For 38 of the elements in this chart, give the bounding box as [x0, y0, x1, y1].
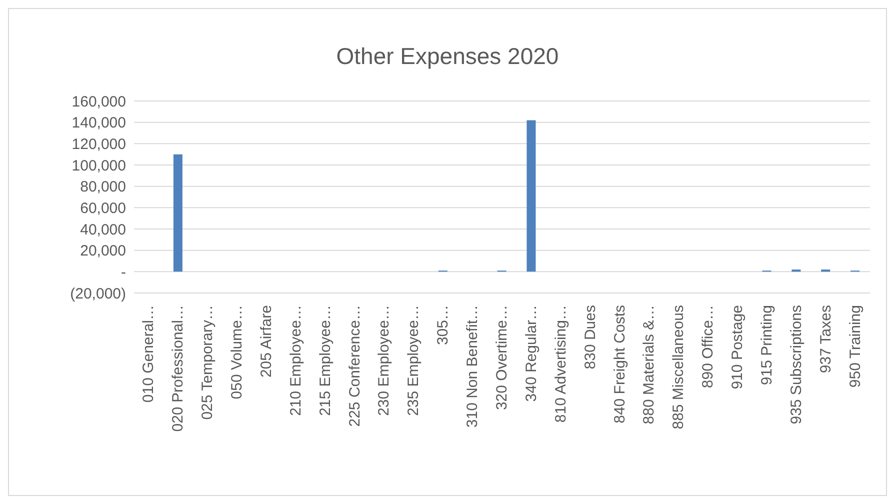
x-tick-label: 890 Office… [700, 305, 717, 388]
x-tick-label: 020 Professional… [170, 305, 187, 432]
y-tick-label: 40,000 [80, 221, 126, 238]
x-tick-label: 910 Postage [729, 305, 746, 390]
y-tick-label: 120,000 [72, 136, 126, 153]
x-tick-label: 937 Taxes [817, 305, 834, 374]
x-tick-label: 885 Miscellaneous [670, 305, 688, 430]
x-tick-label: 915 Printing [758, 305, 776, 386]
bar [173, 154, 182, 272]
x-tick-label: 235 Employee… [405, 305, 422, 416]
x-tick-label: 205 Airfare [258, 305, 275, 378]
x-tick-label: 880 Materials &… [640, 305, 658, 424]
x-tick-label: 305… [434, 305, 452, 346]
x-tick-label: 010 General… [140, 305, 158, 403]
x-tick-label: 230 Employee… [376, 305, 393, 416]
x-tick-label: 950 Training [846, 305, 864, 388]
x-tick-label: 320 Overtime… [494, 305, 510, 410]
x-tick-label: 840 Freight Costs [611, 305, 628, 424]
y-tick-label: 140,000 [72, 114, 126, 132]
x-tick-label: 210 Employee… [287, 305, 304, 416]
x-tick-label: 340 Regular… [522, 305, 540, 402]
y-tick-label: 80,000 [80, 178, 126, 196]
y-tick-label: 100,000 [72, 157, 126, 174]
x-tick-label: 935 Subscriptions [788, 305, 805, 424]
x-tick-label: 810 Advertising… [552, 305, 570, 423]
y-tick-label: (20,000) [70, 285, 126, 302]
chart-title: Other Expenses 2020 [335, 43, 560, 70]
x-tick-label: 025 Temporary… [199, 305, 216, 420]
y-tick-label: 60,000 [80, 200, 126, 217]
x-tick-label: 830 Dues [582, 305, 599, 370]
x-tick-label: 215 Employee… [316, 305, 334, 416]
y-tick-label: - [121, 264, 126, 281]
bar [526, 120, 536, 272]
y-tick-label: 20,000 [80, 242, 126, 260]
x-tick-label: 050 Volume… [228, 305, 246, 400]
x-tick-label: 225 Conference… [346, 305, 364, 427]
x-tick-label: 310 Non Benefit… [464, 305, 482, 428]
y-tick-label: 160,000 [72, 93, 126, 110]
